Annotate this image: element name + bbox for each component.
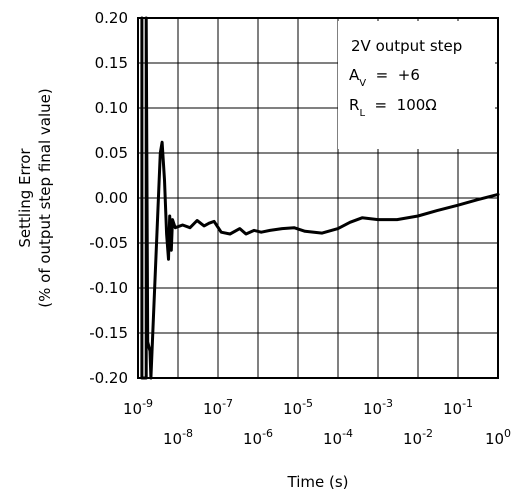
annotation-output-step: 2V output step [351,37,462,55]
y-tick-label: 0.10 [95,99,128,117]
x-tick-label: 10-6 [243,427,273,448]
y-tick-label: -0.20 [89,369,128,387]
x-tick-label: 10-8 [163,427,193,448]
x-tick-label: 10-2 [403,427,433,448]
annotation-box [338,21,495,149]
y-tick-label: -0.10 [89,279,128,297]
x-tick-labels: 10-9 10-8 10-7 10-6 10-5 10-4 10-3 10-2 10-1 100 [123,397,511,448]
x-tick-label: 100 [485,427,511,448]
y-tick-label: 0.05 [95,144,128,162]
y-tick-label: -0.15 [89,324,128,342]
x-tick-label: 10-7 [203,397,233,418]
plot-frame [137,17,499,379]
y-axis-sublabel: (% of output step final value) [36,88,54,307]
x-tick-label: 10-1 [443,397,473,418]
x-tick-label: 10-5 [283,397,313,418]
y-tick-label: 0.00 [95,189,128,207]
y-tick-label: -0.05 [89,234,128,252]
y-axis-label: Settling Error [16,148,34,248]
annotation-gain: AV = +6 [349,66,420,89]
y-tick-labels: 0.20 0.15 0.10 0.05 0.00 -0.05 -0.10 -0.15 -0.20 [89,9,128,387]
x-tick-label: 10-9 [123,397,153,418]
x-tick-label: 10-3 [363,397,393,418]
y-tick-label: 0.15 [95,54,128,72]
x-axis-label: Time (s) [287,473,349,491]
y-tick-label: 0.20 [95,9,128,27]
x-tick-label: 10-4 [323,427,353,448]
settling-error-line [140,16,500,380]
annotation-load: RL = 100Ω [349,96,437,119]
